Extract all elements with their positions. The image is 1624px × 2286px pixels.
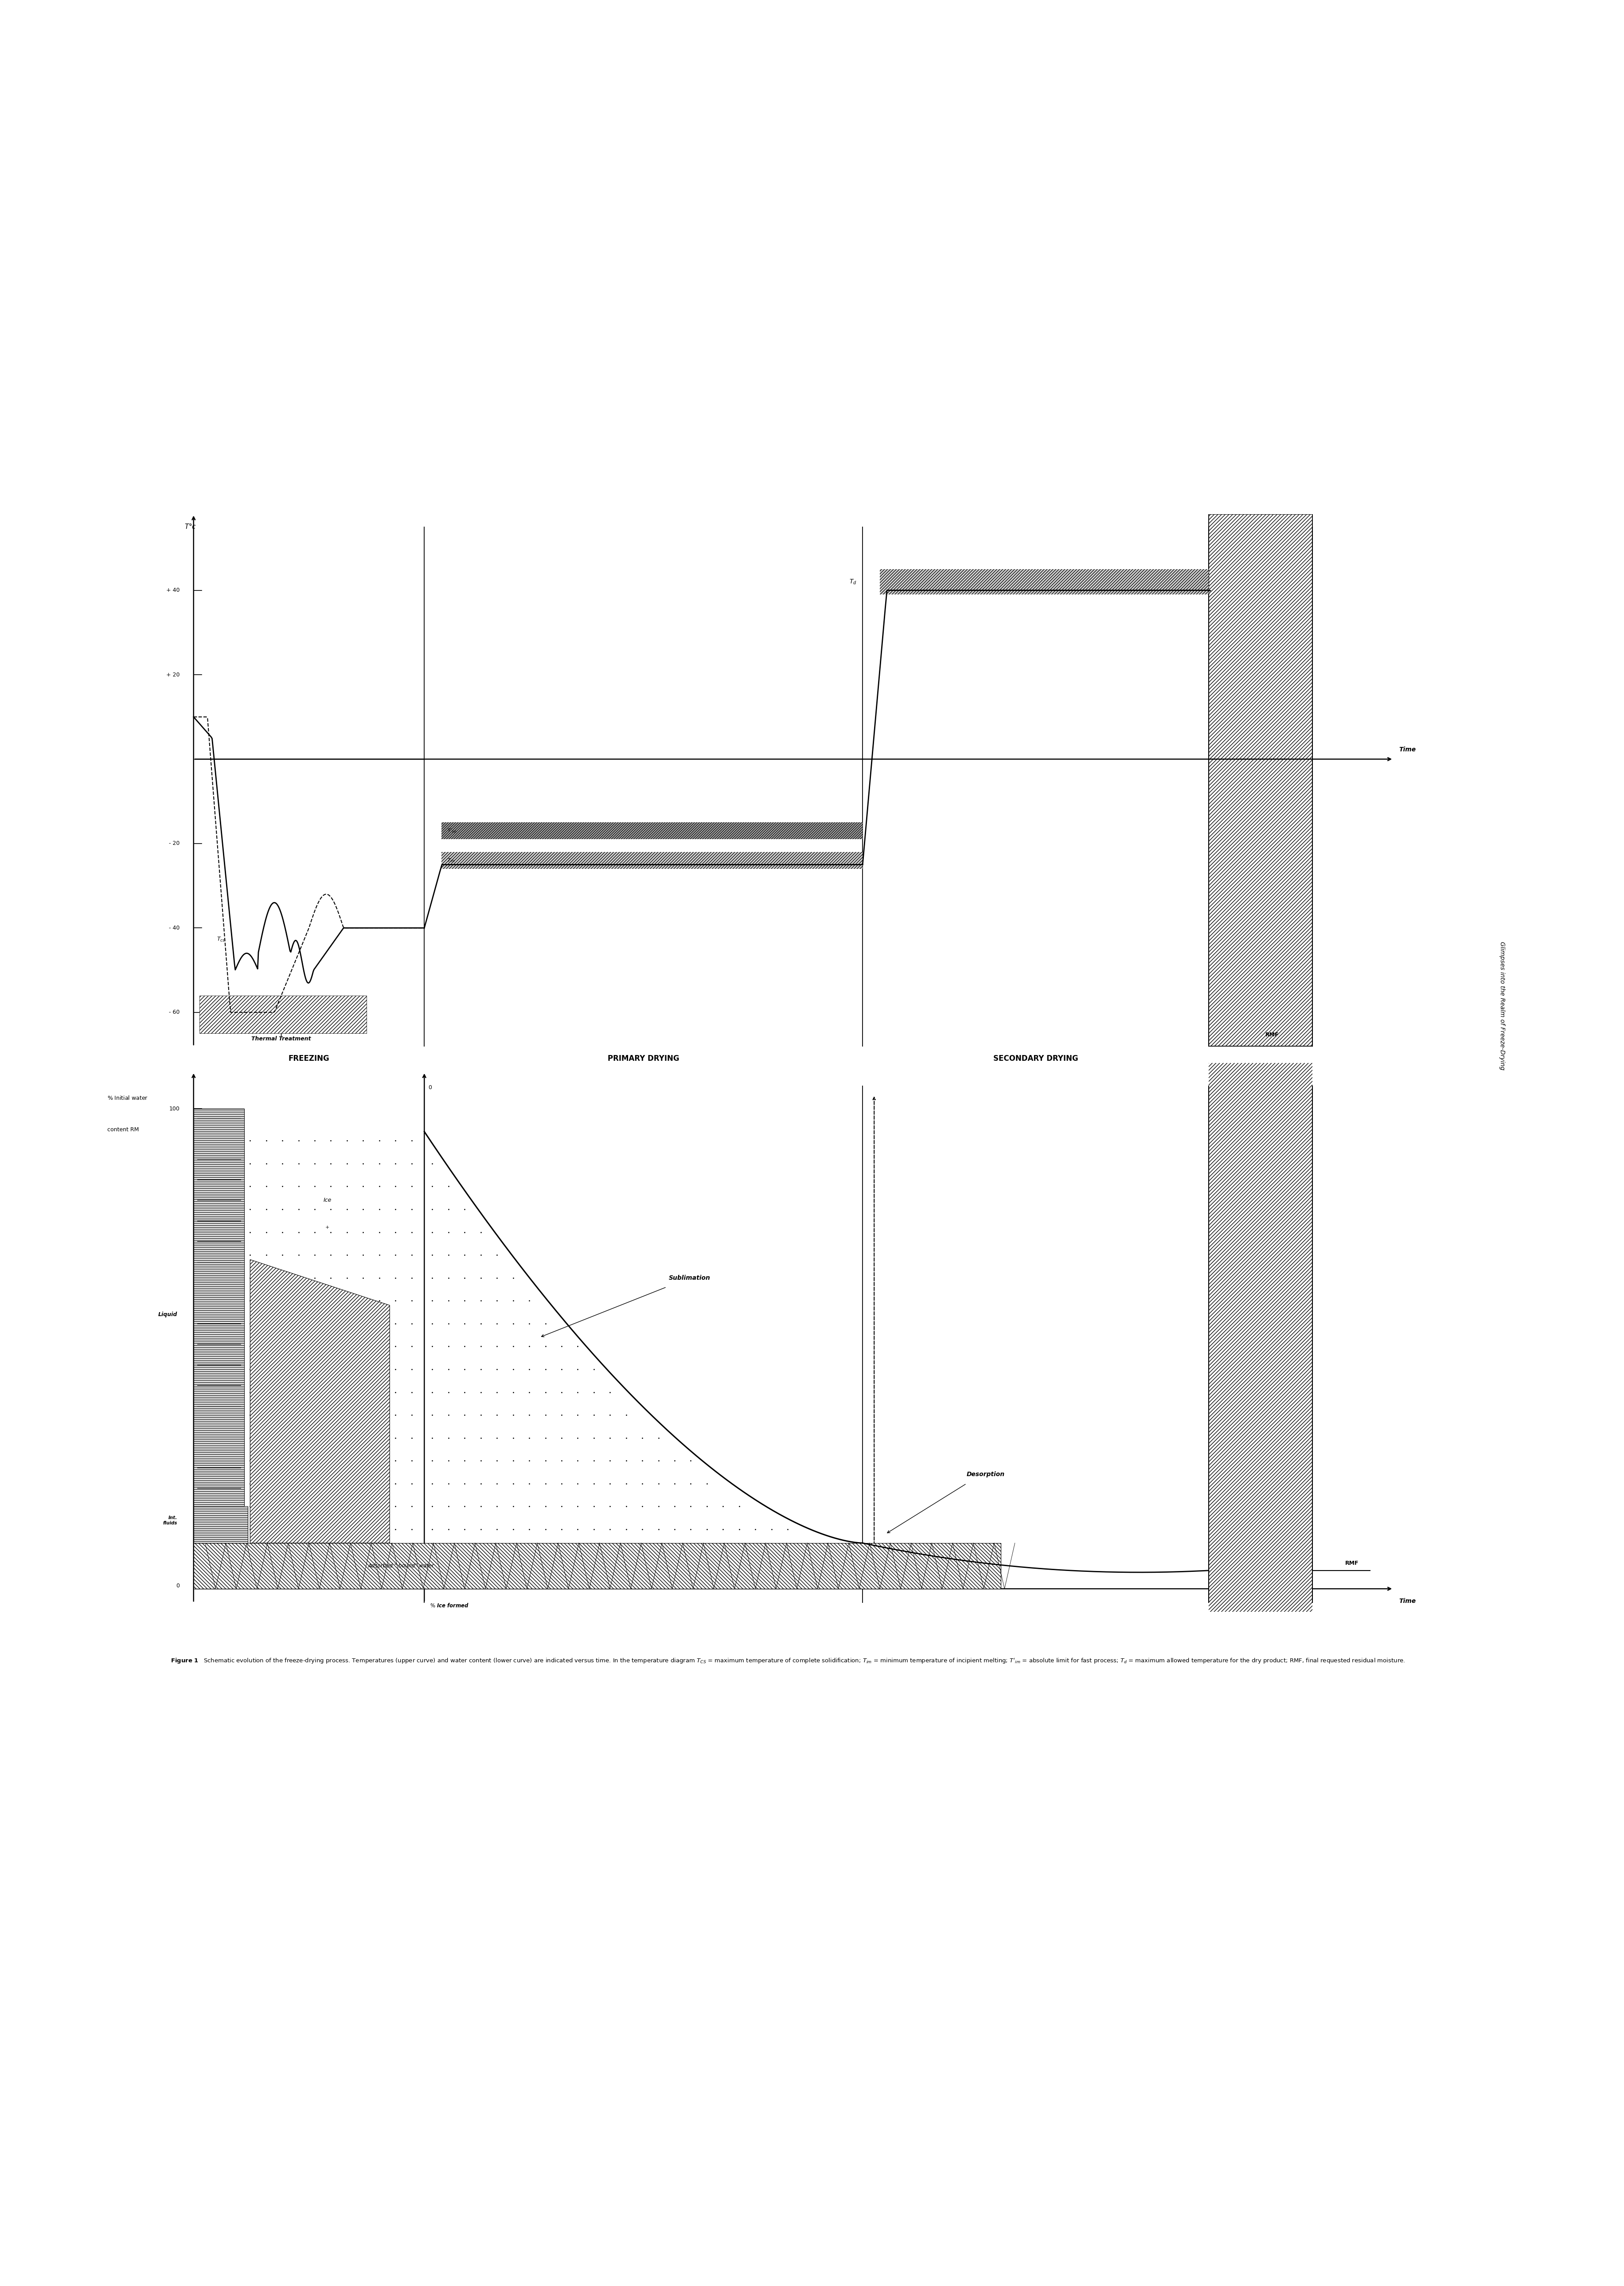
Text: $T°c$: $T°c$ — [185, 523, 197, 530]
Text: Adsorbed " bound" water: Adsorbed " bound" water — [369, 1564, 434, 1568]
Text: Liquid: Liquid — [158, 1312, 177, 1317]
Text: Glimpses into the Realm of Freeze-Drying: Glimpses into the Realm of Freeze-Drying — [1499, 942, 1505, 1070]
Text: Ice: Ice — [323, 1198, 331, 1202]
Text: 100: 100 — [169, 1106, 180, 1111]
Bar — [1208, 514, 1312, 1047]
Text: RMF: RMF — [1265, 1031, 1278, 1038]
Text: 0: 0 — [175, 1582, 180, 1589]
Polygon shape — [193, 1109, 244, 1543]
Text: $\%$ Initial water: $\%$ Initial water — [107, 1095, 148, 1102]
Text: + 40: + 40 — [166, 588, 180, 592]
Text: $T_{im}$: $T_{im}$ — [447, 857, 455, 864]
Text: $\mathbf{Figure\ 1}$   Schematic evolution of the freeze-drying process. Tempera: $\mathbf{Figure\ 1}$ Schematic evolution… — [171, 1657, 1405, 1664]
Text: $\%$ Ice formed: $\%$ Ice formed — [430, 1602, 469, 1609]
Text: Sublimation: Sublimation — [669, 1276, 710, 1280]
Text: +: + — [325, 1225, 330, 1230]
Text: - 60: - 60 — [169, 1010, 180, 1015]
Text: content RM: content RM — [107, 1127, 138, 1134]
Text: SECONDARY DRYING: SECONDARY DRYING — [994, 1054, 1078, 1063]
Text: - 40: - 40 — [169, 926, 180, 930]
Text: Time: Time — [1398, 1598, 1416, 1605]
Text: $T_{cs}$: $T_{cs}$ — [216, 937, 226, 944]
Text: Thermal Treatment: Thermal Treatment — [252, 1036, 312, 1042]
Text: RMF: RMF — [1345, 1559, 1359, 1566]
Text: Desorption: Desorption — [966, 1472, 1005, 1477]
Text: + 20: + 20 — [166, 672, 180, 677]
Text: Frozen Interstitial
   material: Frozen Interstitial material — [257, 1308, 309, 1321]
Text: 0: 0 — [429, 1084, 432, 1090]
Text: $T'_{im}$: $T'_{im}$ — [447, 828, 456, 834]
Text: Time: Time — [1398, 748, 1416, 752]
Polygon shape — [193, 1543, 1000, 1589]
Text: PRIMARY DRYING: PRIMARY DRYING — [607, 1054, 679, 1063]
Polygon shape — [250, 1260, 390, 1543]
Text: FREEZING: FREEZING — [289, 1054, 330, 1063]
Polygon shape — [193, 1506, 248, 1543]
Text: $T_d$: $T_d$ — [849, 578, 857, 585]
Text: - 20: - 20 — [169, 841, 180, 846]
Text: Int.
fluids: Int. fluids — [162, 1516, 177, 1525]
